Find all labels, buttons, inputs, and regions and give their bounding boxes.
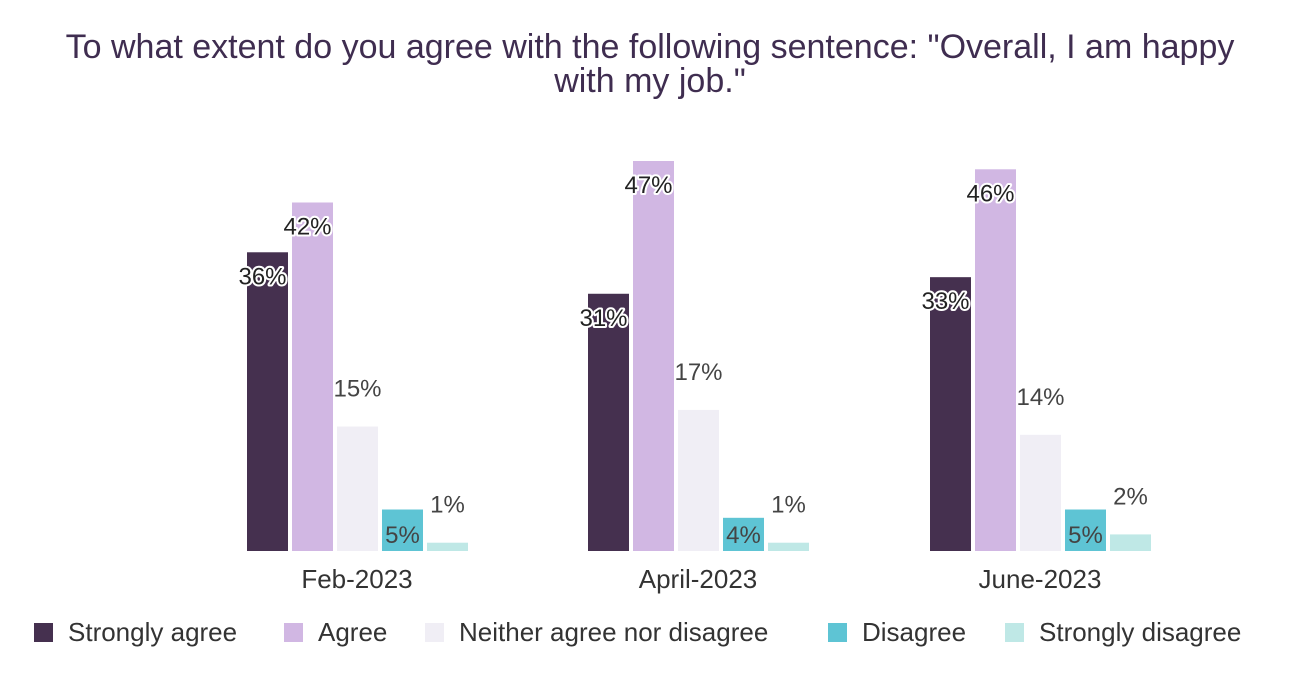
legend-label: Strongly disagree bbox=[1039, 616, 1242, 647]
data-label: 46% bbox=[966, 180, 1014, 207]
data-label: 5% bbox=[1068, 522, 1103, 549]
bar-agree-june-2023 bbox=[975, 169, 1016, 552]
bar-strongly-agree-june-2023 bbox=[930, 277, 971, 551]
bar-strongly-disagree-april-2023 bbox=[768, 542, 809, 551]
bar-neither-agree-nor-disagree-june-2023 bbox=[1020, 434, 1061, 551]
legend-label: Strongly agree bbox=[68, 616, 238, 647]
legend-swatch bbox=[1005, 622, 1024, 642]
category-label: June-2023 bbox=[979, 564, 1102, 594]
legend-swatch bbox=[284, 622, 303, 642]
bar-neither-agree-nor-disagree-feb-2023 bbox=[337, 426, 378, 551]
data-label: 14% bbox=[1016, 384, 1064, 411]
legend-label: Disagree bbox=[862, 616, 967, 647]
legend-label: Neither agree nor disagree bbox=[459, 616, 769, 647]
bar-disagree-june-2023 bbox=[1065, 509, 1106, 551]
bar-strongly-agree-april-2023 bbox=[588, 293, 629, 551]
data-label: 33% bbox=[921, 288, 969, 315]
legend-swatch bbox=[425, 622, 444, 642]
legend-swatch bbox=[828, 622, 847, 642]
legend-item: Neither agree nor disagree bbox=[425, 612, 768, 652]
data-label: 2% bbox=[1113, 483, 1148, 510]
bar-chart: 36% 42% 15% 5% 1% Feb-2023 31% 47% 17% 4% 1% April-… bbox=[236, 161, 1151, 594]
bar-strongly-agree-feb-2023 bbox=[247, 252, 288, 551]
data-label: 15% bbox=[333, 376, 381, 403]
chart-title: To what extent do you agree with the fol… bbox=[0, 30, 1300, 98]
legend-item: Disagree bbox=[828, 612, 966, 652]
legend-item: Strongly disagree bbox=[1005, 612, 1241, 652]
data-label: 36% bbox=[238, 263, 286, 290]
bar-strongly-disagree-june-2023 bbox=[1110, 534, 1151, 551]
category-label: April-2023 bbox=[639, 564, 758, 594]
bar-strongly-disagree-feb-2023 bbox=[427, 542, 468, 551]
data-label: 42% bbox=[283, 213, 331, 240]
chart-title-line-2: with my job." bbox=[554, 62, 746, 100]
legend-label: Agree bbox=[318, 616, 388, 647]
bar-neither-agree-nor-disagree-april-2023 bbox=[678, 409, 719, 551]
bar-agree-april-2023 bbox=[633, 161, 674, 551]
bar-agree-feb-2023 bbox=[292, 202, 333, 551]
category-label: Feb-2023 bbox=[301, 564, 412, 594]
data-label: 1% bbox=[430, 492, 465, 519]
legend-swatch bbox=[34, 622, 53, 642]
chart-legend: Strongly agree Agree Neither agree nor dis… bbox=[0, 612, 1300, 652]
data-label: 1% bbox=[771, 492, 806, 519]
legend-item: Agree bbox=[284, 612, 387, 652]
data-label: 47% bbox=[624, 172, 672, 199]
data-label: 4% bbox=[726, 522, 761, 549]
bar-disagree-feb-2023 bbox=[382, 509, 423, 551]
chart-title-line-1: To what extent do you agree with the fol… bbox=[65, 28, 1235, 66]
bar-disagree-april-2023 bbox=[723, 517, 764, 551]
data-label: 5% bbox=[385, 522, 420, 549]
data-label: 17% bbox=[674, 359, 722, 386]
legend-item: Strongly agree bbox=[34, 612, 237, 652]
data-label: 31% bbox=[579, 305, 627, 332]
